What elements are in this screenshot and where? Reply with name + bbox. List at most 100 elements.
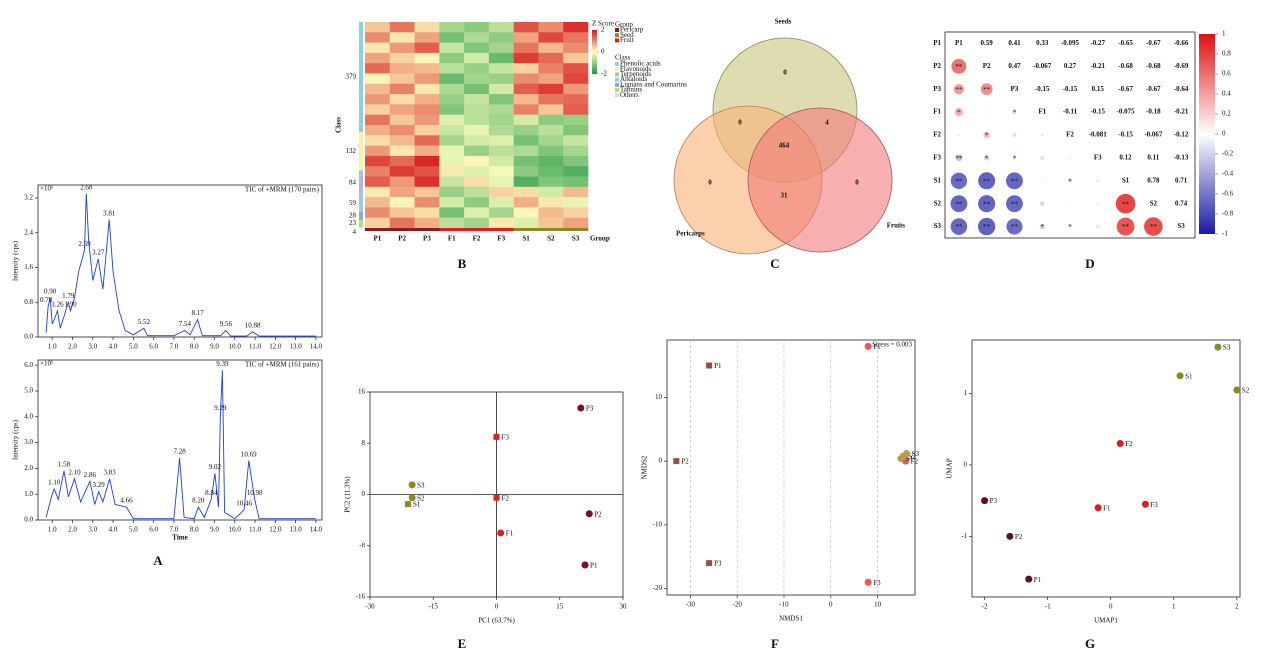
y-tick-label: -1 xyxy=(961,532,967,540)
corr-circle xyxy=(1096,179,1100,183)
corr-circle xyxy=(1069,202,1071,205)
point xyxy=(903,449,911,457)
class-legend-swatch xyxy=(615,82,619,87)
colorbar xyxy=(1199,34,1215,234)
y-tick-label: -16 xyxy=(356,593,366,601)
heatmap-cell xyxy=(389,42,415,54)
heatmap-cell xyxy=(488,94,514,105)
point-label: F2 xyxy=(502,494,510,502)
x-axis-title: Time xyxy=(172,534,187,542)
corr-circle xyxy=(953,84,965,95)
corr-circle xyxy=(980,83,993,96)
corr-value: -0.15 xyxy=(1090,108,1105,116)
point-label: P1 xyxy=(714,362,722,370)
class-legend-swatch xyxy=(615,77,619,82)
corr-value: -0.66 xyxy=(1174,39,1189,47)
heatmap-cell xyxy=(365,32,391,43)
heatmap-cell xyxy=(414,207,440,218)
point-label: P1 xyxy=(590,562,598,570)
y-axis-title: NMDS2 xyxy=(641,455,649,479)
heatmap-cell xyxy=(414,42,440,54)
point xyxy=(577,404,585,412)
colorbar-label: -0.6 xyxy=(1222,190,1234,198)
colorbar-label: -0.2 xyxy=(1222,150,1234,158)
peak-label: 8.20 xyxy=(192,497,205,505)
diagonal-label: F1 xyxy=(1038,108,1046,116)
significance: ** xyxy=(955,223,963,231)
heatmap-cell xyxy=(389,166,415,177)
heatmap-cell xyxy=(389,32,415,43)
heatmap-cell xyxy=(365,114,391,126)
peak-label: 2.86 xyxy=(84,471,97,479)
heatmap-cell xyxy=(513,104,539,115)
corr-value: -0.13 xyxy=(1174,153,1189,161)
significance: ** xyxy=(983,223,991,231)
point xyxy=(1214,343,1222,351)
heatmap-cell xyxy=(414,104,440,115)
x-tick-label: -20 xyxy=(733,601,743,609)
heatmap-cell xyxy=(538,155,564,167)
heatmap-cell xyxy=(464,94,490,105)
x-axis-title: PC1 (63.7%) xyxy=(478,617,515,625)
colorbar-label: 0.6 xyxy=(1222,70,1231,78)
point xyxy=(1233,386,1241,394)
heatmap-cell xyxy=(538,83,564,95)
x-tick-label: 11.0 xyxy=(249,526,261,534)
heatmap-cell xyxy=(414,166,440,177)
point-label: P2 xyxy=(1015,533,1023,541)
corr-circle xyxy=(957,133,961,137)
heatmap-cell xyxy=(563,32,589,43)
x-tick-label: 7.0 xyxy=(170,526,179,534)
peak-label: 8.17 xyxy=(192,309,205,317)
corr-value: -0.68 xyxy=(1118,62,1133,70)
column-label: S3 xyxy=(572,235,580,243)
peak-label: 2.10 xyxy=(68,468,81,476)
x-tick-label: 3.0 xyxy=(88,526,97,534)
point xyxy=(673,458,680,465)
class-legend-swatch xyxy=(615,93,619,98)
point-label: F3 xyxy=(502,433,510,441)
point-label: S1 xyxy=(413,501,421,509)
row-label: P3 xyxy=(933,85,941,93)
heatmap-cell xyxy=(538,217,564,229)
x-tick-label: 10.0 xyxy=(229,526,242,534)
corr-circle xyxy=(1006,195,1023,213)
point xyxy=(404,501,411,508)
heatmap-cell xyxy=(439,135,465,146)
heatmap-cell xyxy=(414,32,440,43)
heatmap-cell xyxy=(439,63,465,74)
heatmap-cell xyxy=(389,52,415,64)
peak-label: 4.66 xyxy=(120,497,133,505)
heatmap-cell xyxy=(439,207,465,218)
panel-label: C xyxy=(770,256,779,271)
heatmap-cell xyxy=(464,217,490,229)
corr-circle xyxy=(983,131,991,139)
heatmap-cell xyxy=(439,42,465,54)
heatmap-cell xyxy=(513,155,539,167)
group-bar xyxy=(439,228,465,231)
corr-value: 0.27 xyxy=(1064,62,1077,70)
point-label: P3 xyxy=(990,497,998,505)
peak-label: 10.98 xyxy=(247,489,263,497)
heatmap-cell xyxy=(414,155,440,167)
point xyxy=(981,497,989,505)
group-legend-swatch xyxy=(615,28,619,32)
heatmap-cell xyxy=(538,63,564,74)
multiplier: ×10⁶ xyxy=(40,360,54,368)
peak-label: 9.02 xyxy=(209,463,222,471)
heatmap-cell xyxy=(464,42,490,54)
peak-label: 9.39 xyxy=(216,360,229,368)
heatmap-cell xyxy=(365,63,391,74)
corr-circle xyxy=(1012,133,1017,137)
heatmap-cell xyxy=(389,155,415,167)
corr-value: -0.12 xyxy=(1174,131,1189,139)
class-legend-item: Lignans and Coumarins xyxy=(620,80,687,88)
diagonal-label: S1 xyxy=(1122,176,1130,184)
heatmap-cell xyxy=(488,83,514,95)
heatmap-cell xyxy=(414,125,440,136)
heatmap-cell xyxy=(563,135,589,146)
x-tick-label: 4.0 xyxy=(109,343,118,351)
heatmap-cell xyxy=(563,94,589,105)
heatmap-cell xyxy=(538,207,564,218)
